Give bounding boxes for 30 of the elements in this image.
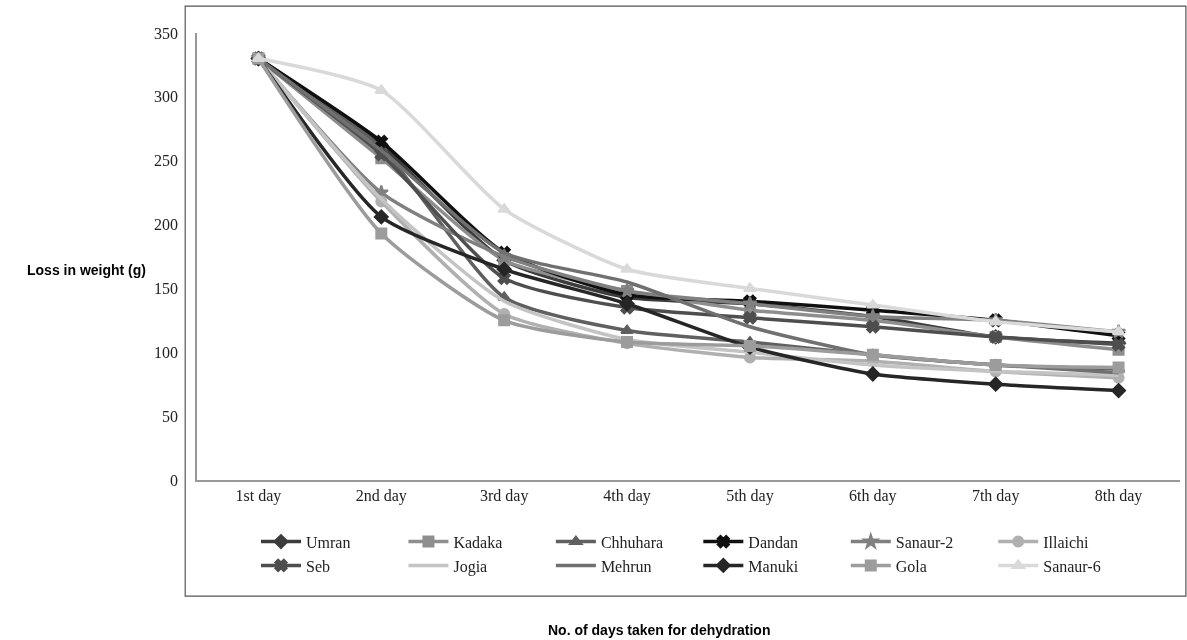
y-tick-label: 50 bbox=[162, 407, 179, 425]
y-tick-label: 0 bbox=[170, 471, 179, 489]
y-tick-label: 300 bbox=[154, 88, 179, 106]
x-tick-label: 2nd day bbox=[355, 486, 407, 505]
x-tick-label: 3rd day bbox=[479, 486, 529, 505]
legend-label: Gola bbox=[895, 557, 927, 575]
legend-label: Mehrun bbox=[600, 557, 652, 575]
legend-label: Chhuhara bbox=[600, 533, 664, 551]
x-tick-label: 8th day bbox=[1094, 486, 1143, 505]
y-tick-label: 350 bbox=[154, 24, 179, 42]
x-tick-label: 5th day bbox=[726, 486, 774, 505]
legend-label: Umran bbox=[305, 533, 351, 551]
x-tick-label: 6th day bbox=[849, 486, 897, 505]
legend-label: Manuki bbox=[748, 557, 799, 575]
legend-label: Seb bbox=[305, 557, 330, 575]
y-tick-label: 100 bbox=[154, 343, 179, 361]
legend-label: Dandan bbox=[748, 533, 799, 551]
legend-label: Kadaka bbox=[453, 533, 503, 551]
x-tick-label: 7th day bbox=[971, 486, 1020, 505]
y-tick-label: 150 bbox=[154, 280, 179, 298]
text: No. of days taken for dehydration bbox=[548, 622, 771, 638]
y-tick-label: 200 bbox=[154, 216, 179, 234]
y-axis-title: Loss in weight (g) bbox=[27, 262, 146, 278]
legend-label: Sanaur-6 bbox=[1043, 557, 1101, 575]
legend-label: Illaichi bbox=[1043, 533, 1090, 551]
y-tick-label: 250 bbox=[154, 152, 179, 170]
x-tick-label: 1st day bbox=[235, 486, 282, 505]
x-tick-label: 4th day bbox=[603, 486, 651, 505]
legend-label: Sanaur-2 bbox=[895, 533, 954, 551]
legend-label: Jogia bbox=[453, 557, 488, 576]
